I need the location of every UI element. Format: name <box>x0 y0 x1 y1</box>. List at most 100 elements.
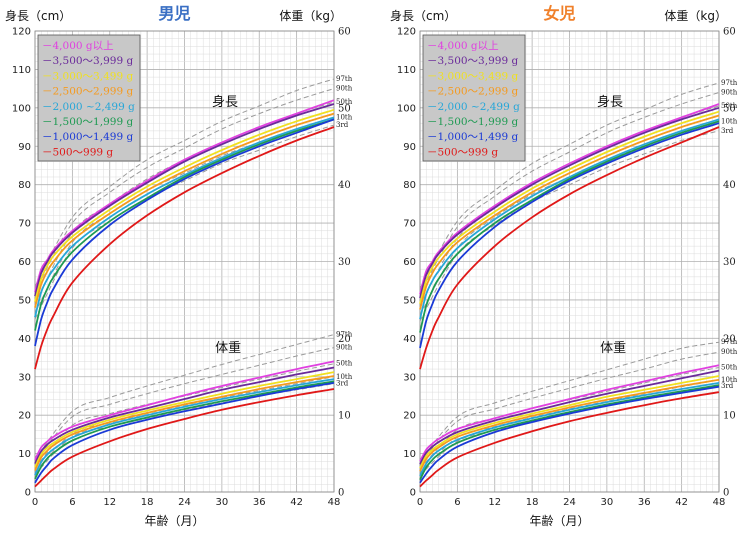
legend-item: －500～999 g <box>427 146 498 158</box>
series-curves <box>34 99 335 488</box>
percentile-label-weight: 90th <box>721 348 738 356</box>
x-tick-label: 24 <box>178 497 191 508</box>
height-tick-label: 80 <box>403 180 416 191</box>
series-height-line <box>34 103 335 297</box>
height-tick-label: 60 <box>18 257 31 268</box>
right-axis-label: 体重（kg） <box>279 9 342 23</box>
legend-item: －1,500～1,999 g <box>427 116 518 128</box>
series-height-line <box>419 118 720 320</box>
height-section-label: 身長 <box>212 94 238 110</box>
height-tick-label: 0 <box>410 488 416 499</box>
height-tick-label: 100 <box>12 103 31 114</box>
weight-section-label: 体重 <box>215 340 241 356</box>
percentile-label-height: 3rd <box>336 121 349 129</box>
x-tick-label: 42 <box>290 497 303 508</box>
height-tick-label: 110 <box>12 65 31 76</box>
x-tick-label: 6 <box>69 497 75 508</box>
series-weight-line <box>34 382 335 484</box>
x-axis-label: 年齢（月） <box>529 513 589 528</box>
x-tick-label: 18 <box>526 497 539 508</box>
weight-tick-label: 50 <box>723 103 736 114</box>
series-weight-line <box>419 384 720 481</box>
weight-tick-label: 0 <box>338 488 344 499</box>
plot-frame <box>419 30 720 493</box>
percentile-label-height: 97th <box>336 75 353 83</box>
x-tick-label: 42 <box>675 497 688 508</box>
weight-tick-label: 30 <box>338 257 351 268</box>
weight-tick-label: 40 <box>338 180 351 191</box>
height-tick-label: 0 <box>25 488 31 499</box>
weight-section-label: 体重 <box>600 340 626 356</box>
legend-item: －2,000 ~2,499 g <box>42 101 135 113</box>
x-tick-label: 0 <box>32 497 38 508</box>
percentile-label-weight: 10th <box>721 376 738 384</box>
reference-height-90th <box>419 92 720 295</box>
x-tick-label: 0 <box>417 497 423 508</box>
percentile-label-height: 97th <box>721 79 738 87</box>
series-weight-line <box>34 388 335 488</box>
legend-item: －1,000～1,499 g <box>42 131 133 143</box>
series-weight-line <box>419 385 720 484</box>
percentile-label-weight: 3rd <box>721 382 734 390</box>
percentile-label-weight: 50th <box>721 364 738 372</box>
reference-height-97th <box>419 82 720 289</box>
x-tick-label: 30 <box>216 497 229 508</box>
height-tick-label: 100 <box>397 103 416 114</box>
weight-tick-label: 60 <box>723 27 736 38</box>
series-height-line <box>34 116 335 318</box>
percentile-label-weight: 50th <box>336 360 353 368</box>
legend-item: －2,500～2,999 g <box>42 86 133 98</box>
series-weight-line <box>419 369 720 465</box>
left-axis-label: 身長（cm） <box>5 8 71 23</box>
percentile-label-weight: 97th <box>336 330 353 338</box>
x-axis-label: 年齢（月） <box>144 513 204 528</box>
height-tick-label: 50 <box>18 295 31 306</box>
height-tick-label: 30 <box>403 372 416 383</box>
weight-tick-label: 20 <box>338 334 351 345</box>
weight-tick-label: 60 <box>338 27 351 38</box>
chart-title: 女児 <box>543 4 575 23</box>
plot-frame <box>34 30 335 493</box>
legend-item: －3,000～3,499 g <box>427 70 518 82</box>
series-weight-line <box>34 375 335 471</box>
x-tick-label: 12 <box>488 497 501 508</box>
x-tick-label: 18 <box>141 497 154 508</box>
weight-tick-label: 50 <box>338 103 351 114</box>
legend-box <box>422 34 526 162</box>
height-tick-label: 70 <box>18 219 31 230</box>
reference-weight-90th <box>419 351 720 464</box>
height-tick-label: 90 <box>18 142 31 153</box>
reference-weight-97th <box>419 341 720 462</box>
height-tick-label: 50 <box>403 295 416 306</box>
series-height-line <box>419 103 720 295</box>
height-section-label: 身長 <box>597 94 623 110</box>
legend-item: －1,500～1,999 g <box>42 116 133 128</box>
series-weight-line <box>419 382 720 477</box>
percentile-label-height: 3rd <box>721 127 734 135</box>
percentile-label-weight: 3rd <box>336 380 349 388</box>
height-tick-label: 80 <box>18 180 31 191</box>
legend-item: －1,000～1,499 g <box>427 131 518 143</box>
percentile-label-height: 90th <box>336 85 353 93</box>
height-tick-label: 20 <box>18 411 31 422</box>
weight-tick-label: 10 <box>723 411 736 422</box>
x-tick-label: 48 <box>713 497 726 508</box>
height-tick-label: 60 <box>403 257 416 268</box>
percentile-label-height: 90th <box>721 88 738 96</box>
height-tick-label: 40 <box>403 334 416 345</box>
left-axis-label: 身長（cm） <box>390 8 456 23</box>
legend-item: －4,000 g以上 <box>427 40 499 52</box>
x-tick-label: 36 <box>638 497 651 508</box>
height-tick-label: 120 <box>397 27 416 38</box>
series-height-line <box>34 126 335 370</box>
chart-panel-girls: 0102030405060708090100110120010203040506… <box>390 4 738 528</box>
legend: －4,000 g以上 －3,500～3,999 g －3,000～3,499 g －2… <box>422 34 526 162</box>
percentile-label-height: 50th <box>721 102 738 110</box>
series-height-line <box>419 110 720 305</box>
legend-item: －2,000 ~2,499 g <box>427 101 520 113</box>
height-tick-label: 110 <box>397 65 416 76</box>
series-height-line <box>34 108 335 303</box>
height-tick-label: 120 <box>12 27 31 38</box>
percentile-label-weight: 10th <box>336 373 353 381</box>
